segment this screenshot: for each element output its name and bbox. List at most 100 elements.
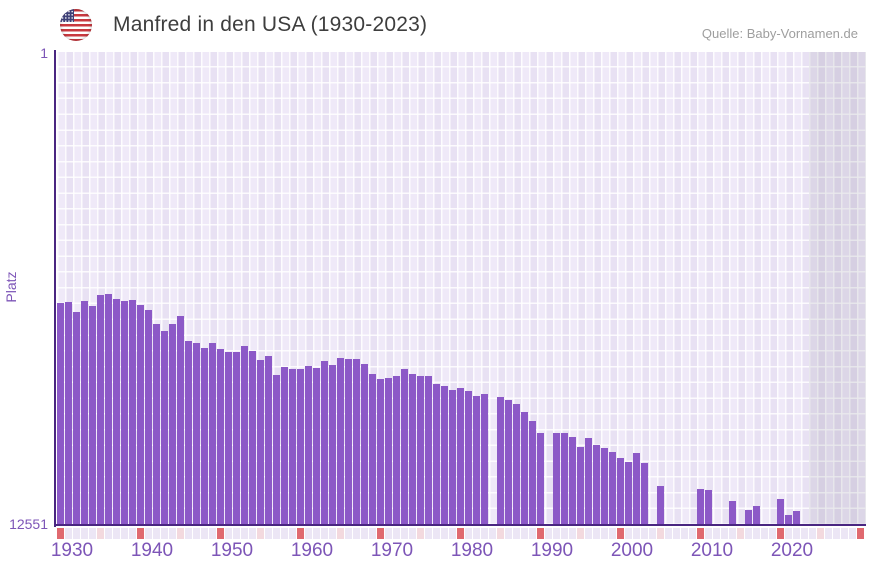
bar-1934[interactable]	[89, 305, 96, 525]
year-cell-1982	[473, 528, 480, 539]
bar-1956[interactable]	[265, 355, 272, 525]
bar-1993[interactable]	[561, 433, 568, 525]
bar-1995[interactable]	[577, 446, 584, 525]
bar-1987[interactable]	[513, 404, 520, 525]
year-cell-1963	[321, 528, 328, 539]
year-cell-1990	[537, 528, 544, 539]
bar-2020[interactable]	[777, 499, 784, 525]
year-cell-1950	[217, 528, 224, 539]
bar-1953[interactable]	[241, 345, 248, 525]
bar-1937[interactable]	[113, 299, 120, 525]
bar-1998[interactable]	[601, 447, 608, 525]
bar-1940[interactable]	[137, 305, 144, 525]
bar-1957[interactable]	[273, 374, 280, 525]
bar-1974[interactable]	[409, 373, 416, 525]
bar-2021[interactable]	[785, 514, 792, 525]
bar-1931[interactable]	[65, 302, 72, 525]
year-cell-1954	[249, 528, 256, 539]
bar-2016[interactable]	[745, 510, 752, 525]
y-tick-label-12551: 12551	[9, 516, 48, 532]
bar-1930[interactable]	[57, 302, 64, 525]
bar-2005[interactable]	[657, 485, 664, 525]
bar-1939[interactable]	[129, 299, 136, 525]
bar-1969[interactable]	[369, 373, 376, 525]
bar-1952[interactable]	[233, 351, 240, 525]
bar-2011[interactable]	[705, 489, 712, 525]
bar-1942[interactable]	[153, 323, 160, 525]
bar-1960[interactable]	[297, 369, 304, 525]
usa-flag-icon	[60, 9, 92, 41]
bar-1981[interactable]	[465, 390, 472, 525]
bar-1943[interactable]	[161, 330, 168, 525]
bar-2001[interactable]	[625, 461, 632, 525]
bar-1947[interactable]	[193, 342, 200, 525]
bar-1986[interactable]	[505, 399, 512, 525]
bar-1985[interactable]	[497, 397, 504, 525]
bar-1983[interactable]	[481, 393, 488, 525]
bar-1962[interactable]	[313, 367, 320, 525]
bar-1977[interactable]	[433, 383, 440, 525]
bar-1992[interactable]	[553, 433, 560, 525]
bar-1933[interactable]	[81, 300, 88, 525]
bar-1971[interactable]	[385, 377, 392, 525]
bar-1950[interactable]	[217, 349, 224, 525]
bar-1982[interactable]	[473, 395, 480, 525]
bar-1999[interactable]	[609, 452, 616, 525]
bar-1990[interactable]	[537, 432, 544, 525]
bar-2010[interactable]	[697, 488, 704, 525]
bar-1951[interactable]	[225, 352, 232, 525]
year-cell-2028	[841, 528, 848, 539]
bar-2003[interactable]	[641, 463, 648, 525]
bar-1965[interactable]	[337, 358, 344, 525]
bar-1936[interactable]	[105, 293, 112, 525]
bar-1945[interactable]	[177, 316, 184, 525]
bar-1978[interactable]	[441, 385, 448, 525]
bar-1959[interactable]	[289, 369, 296, 525]
bar-1932[interactable]	[73, 312, 80, 525]
x-axis-labels: 1930 1940 1950 1960 1970 1980 1990 2000 2010 2020	[0, 540, 873, 566]
x-tick-label-1950: 1950	[210, 540, 254, 561]
bar-1970[interactable]	[377, 378, 384, 525]
year-cell-2023	[801, 528, 808, 539]
bar-1979[interactable]	[449, 389, 456, 525]
bar-1966[interactable]	[345, 358, 352, 525]
bar-2000[interactable]	[617, 458, 624, 525]
bar-1967[interactable]	[353, 358, 360, 525]
bar-2014[interactable]	[729, 501, 736, 525]
page-title: Manfred in den USA (1930-2023)	[113, 13, 428, 36]
bar-1938[interactable]	[121, 300, 128, 525]
year-cell-2010	[697, 528, 704, 539]
year-cell-1958	[281, 528, 288, 539]
bar-1958[interactable]	[281, 367, 288, 525]
bar-1948[interactable]	[201, 348, 208, 525]
bar-1954[interactable]	[249, 351, 256, 525]
bar-1946[interactable]	[185, 340, 192, 525]
year-cell-1966	[345, 528, 352, 539]
year-cell-2007	[673, 528, 680, 539]
bar-1980[interactable]	[457, 388, 464, 525]
usa-flag-canton	[60, 9, 74, 22]
bar-1935[interactable]	[97, 295, 104, 525]
bar-1955[interactable]	[257, 359, 264, 525]
bar-1972[interactable]	[393, 375, 400, 525]
bar-1994[interactable]	[569, 436, 576, 525]
bar-1941[interactable]	[145, 309, 152, 525]
bar-1988[interactable]	[521, 412, 528, 525]
bar-2022[interactable]	[793, 511, 800, 525]
bar-1944[interactable]	[169, 323, 176, 525]
bar-1976[interactable]	[425, 375, 432, 525]
bar-1964[interactable]	[329, 364, 336, 525]
bar-1968[interactable]	[361, 364, 368, 525]
bar-1996[interactable]	[585, 438, 592, 525]
bar-1975[interactable]	[417, 375, 424, 525]
bar-2002[interactable]	[633, 453, 640, 525]
bar-1963[interactable]	[321, 361, 328, 525]
bar-1973[interactable]	[401, 369, 408, 525]
bar-1961[interactable]	[305, 366, 312, 525]
bar-1997[interactable]	[593, 445, 600, 525]
bar-2017[interactable]	[753, 506, 760, 525]
bar-1989[interactable]	[529, 420, 536, 525]
bar-1949[interactable]	[209, 342, 216, 525]
year-cell-1957	[273, 528, 280, 539]
year-cell-1934	[89, 528, 96, 539]
